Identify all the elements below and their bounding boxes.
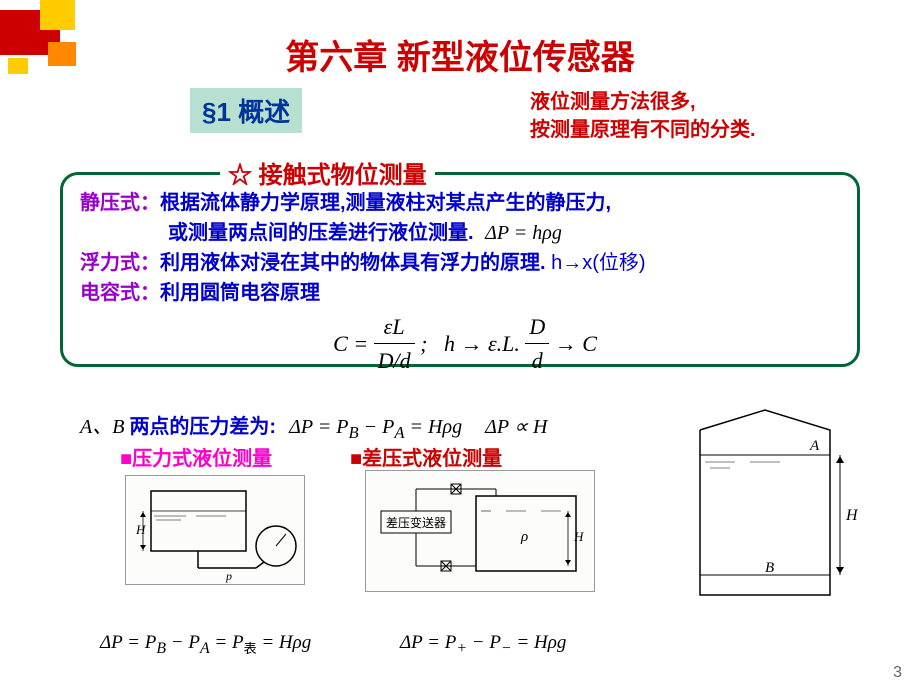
svg-text:H: H <box>135 522 146 537</box>
ab-label: A、B <box>80 416 124 438</box>
box-content: 静压式：根据流体静力学原理,测量液柱对某点产生的静压力, 或测量两点间的压差进行… <box>80 188 850 377</box>
svg-text:H: H <box>573 529 584 544</box>
item1-desc1: 根据流体静力学原理,测量液柱对某点产生的静压力, <box>160 192 611 214</box>
bottom-formula-1: ΔP = PB − PA = P表 = Hρg <box>100 632 311 658</box>
pd-text: 两点的压力差为: <box>129 416 276 438</box>
item3-formula: C = εL D/d ; h → ε.L. D d → C <box>333 329 597 354</box>
bottom-formula-2: ΔP = P+ − P− = Hρg <box>400 632 566 658</box>
diagram-pressure: H p <box>125 475 305 585</box>
pressure-gauge-svg: H p <box>126 476 306 586</box>
box-title: ☆ 接触式物位测量 <box>220 155 435 190</box>
pd-f1: ΔP = PB − PA = Hρg <box>289 416 462 438</box>
item2-extra: h→x(位移) <box>551 252 645 274</box>
method-1: ■压力式液位测量 <box>120 442 272 471</box>
section-label: §1 概述 <box>190 88 302 133</box>
bullet-icon: ■ <box>350 448 362 470</box>
pd-f2: ΔP ∝ H <box>485 416 547 438</box>
item2-desc1: 利用液体对浸在其中的物体具有浮力的原理. <box>160 252 546 274</box>
item1-formula: ΔP = hρg <box>485 222 562 244</box>
item1-desc2: 或测量两点间的压差进行液位测量. <box>168 222 474 244</box>
diagram-differential: ρ H 差压变送器 <box>365 470 595 592</box>
diagram-tank: A B H <box>680 400 860 610</box>
intro-text: 液位测量方法很多, 按测量原理有不同的分类. <box>530 88 756 144</box>
svg-text:H: H <box>845 507 859 524</box>
svg-text:差压变送器: 差压变送器 <box>386 515 446 530</box>
intro-line1: 液位测量方法很多, <box>530 88 756 116</box>
bullet-icon: ■ <box>120 448 132 470</box>
item3-desc1: 利用圆筒电容原理 <box>160 282 320 304</box>
intro-line2: 按测量原理有不同的分类. <box>530 116 756 144</box>
svg-text:A: A <box>809 438 820 454</box>
item3-name: 电容式： <box>80 282 160 304</box>
method-2: ■差压式液位测量 <box>350 442 502 471</box>
tank-svg: A B H <box>680 400 860 610</box>
svg-text:B: B <box>765 560 774 576</box>
pressure-diff-line: A、B 两点的压力差为: ΔP = PB − PA = Hρg ΔP ∝ H <box>80 410 547 443</box>
chapter-title: 第六章 新型液位传感器 <box>0 30 920 79</box>
item1-name: 静压式： <box>80 192 160 214</box>
svg-text:p: p <box>225 569 232 583</box>
svg-text:ρ: ρ <box>520 529 528 545</box>
page-number: 3 <box>893 664 902 682</box>
item2-name: 浮力式： <box>80 252 160 274</box>
diff-pressure-svg: ρ H 差压变送器 <box>366 471 596 593</box>
